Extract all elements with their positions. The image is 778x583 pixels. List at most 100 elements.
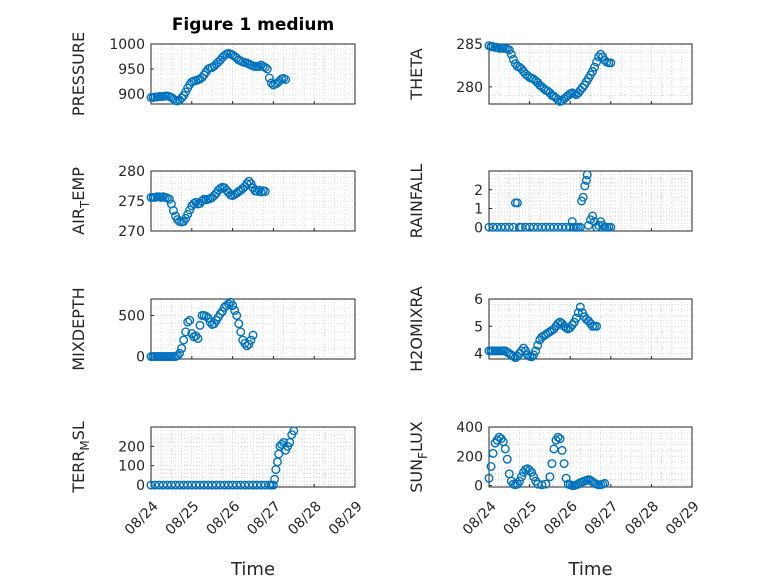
subplot-rainfall: 0 1 2 RAINFALL: [407, 164, 693, 238]
axes-frame: [488, 426, 693, 488]
data-point: [201, 311, 211, 321]
data-point: [559, 459, 569, 469]
data-point: [567, 320, 577, 330]
x-tick-label: 08/26: [541, 498, 581, 538]
data-point: [246, 179, 256, 189]
data-point: [516, 472, 526, 482]
data-point: [573, 308, 583, 318]
x-tick-label: 08/28: [285, 498, 325, 538]
data-point: [195, 320, 205, 330]
y-tick-label: 5: [474, 319, 483, 335]
data-point: [508, 54, 518, 64]
x-axis-label: Time: [567, 559, 612, 580]
y-axis-label: MIXDEPTH: [69, 287, 88, 370]
data-point: [541, 479, 551, 489]
data-point: [281, 74, 291, 84]
data-point: [268, 480, 278, 490]
x-tick-label: 08/27: [244, 498, 284, 538]
data-point: [177, 93, 187, 103]
data-point: [191, 331, 201, 341]
y-tick-label: 1000: [109, 37, 145, 53]
data-point: [185, 315, 195, 325]
data-point: [545, 472, 555, 482]
y-tick-label: 400: [456, 420, 483, 436]
y-tick-label: 0: [136, 350, 145, 366]
subplot-mixdepth: 0 500 MIXDEPTH: [69, 287, 356, 371]
data-point: [500, 444, 510, 454]
data-point: [577, 83, 587, 93]
y-axis-label: TERRMSL: [69, 421, 92, 494]
axes-frame: [150, 43, 356, 105]
y-tick-label: 200: [456, 449, 483, 465]
data-point: [600, 478, 610, 488]
data-point: [215, 309, 225, 319]
data-point: [582, 170, 592, 180]
data-point: [164, 194, 174, 204]
data-point: [260, 186, 270, 196]
data-point: [575, 302, 585, 312]
x-tick-label: 08/24: [460, 498, 500, 538]
data-point: [578, 192, 588, 202]
x-tick-label: 08/29: [663, 498, 703, 538]
y-axis-label: AIRTEMP: [69, 167, 92, 235]
data-point: [592, 321, 602, 331]
data-point: [606, 58, 616, 68]
data-point: [588, 211, 598, 221]
data-point: [193, 333, 203, 343]
data-point: [173, 351, 183, 361]
x-tick-label: 08/24: [122, 498, 162, 538]
subplot-air: 270 275 280 AIRTEMP: [69, 164, 356, 240]
data-point: [504, 45, 514, 55]
data-point: [512, 198, 522, 208]
data-point: [506, 49, 516, 59]
x-tick-label: 08/27: [582, 498, 622, 538]
data-point: [514, 476, 524, 486]
data-point: [588, 66, 598, 76]
data-point: [183, 317, 193, 327]
data-point: [246, 335, 256, 345]
y-tick-label: 285: [456, 37, 483, 53]
data-point: [228, 301, 238, 311]
data-point: [224, 299, 234, 309]
x-tick-label: 08/29: [326, 498, 366, 538]
data-point: [555, 434, 565, 444]
data-point: [592, 57, 602, 67]
data-point: [254, 185, 264, 195]
y-tick-label: 500: [118, 308, 145, 324]
data-point: [575, 222, 585, 232]
y-tick-label: 100: [118, 459, 145, 475]
data-point: [580, 181, 590, 191]
data-point: [191, 197, 201, 207]
data-point: [266, 78, 276, 88]
y-axis-label: H2OMIXRA: [407, 286, 426, 372]
data-point: [289, 426, 299, 436]
axes-frame: [488, 170, 693, 232]
data-point: [248, 330, 258, 340]
data-point: [234, 319, 244, 329]
data-point: [260, 63, 270, 73]
data-point: [484, 473, 494, 483]
data-point: [183, 209, 193, 219]
data-point: [561, 473, 571, 483]
data-point: [581, 175, 591, 185]
data-point: [527, 467, 537, 477]
y-tick-label: 280: [456, 80, 483, 96]
data-point: [168, 206, 178, 216]
x-tick-label: 08/28: [622, 498, 662, 538]
x-tick-label: 08/25: [500, 498, 540, 538]
axes-frame: [488, 298, 693, 360]
subplot-h2omixra: 4 5 6 H2OMIXRA: [407, 286, 693, 372]
data-point: [557, 445, 567, 455]
data-point: [519, 343, 529, 353]
y-tick-label: 0: [474, 479, 483, 495]
data-point: [590, 62, 600, 72]
y-tick-label: 1: [474, 202, 483, 218]
y-tick-label: 280: [118, 164, 145, 180]
axes-frame: [150, 426, 356, 488]
data-point: [262, 64, 272, 74]
data-point: [504, 222, 514, 232]
y-tick-label: 0: [474, 220, 483, 236]
data-point: [185, 205, 195, 215]
data-point: [264, 73, 274, 83]
